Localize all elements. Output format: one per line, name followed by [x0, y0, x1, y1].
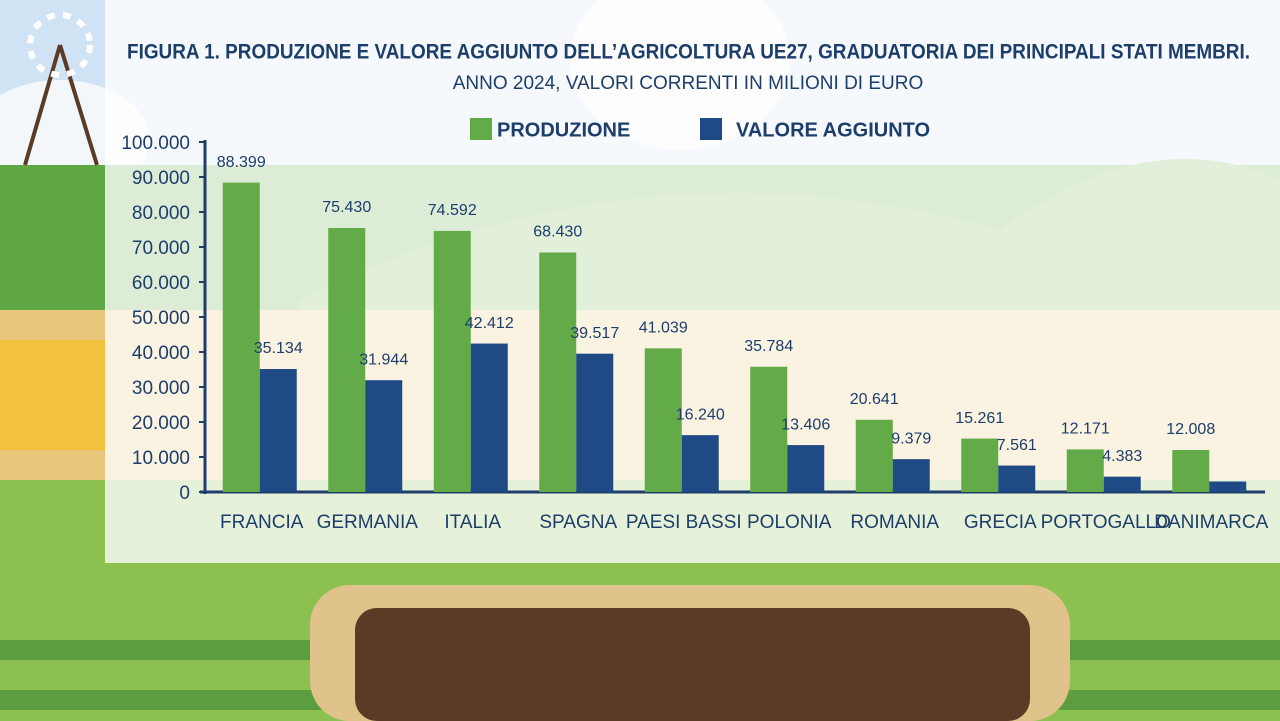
bar	[750, 366, 788, 492]
data-label: 42.412	[465, 315, 514, 332]
data-label: 35.134	[254, 340, 303, 357]
data-label: 35.784	[744, 338, 793, 355]
x-tick-label: ITALIA	[444, 512, 501, 533]
bar	[1172, 449, 1210, 492]
bar	[961, 438, 999, 492]
data-label: 12.171	[1061, 421, 1110, 438]
x-tick-label: GERMANIA	[317, 512, 419, 533]
y-tick-label: 80.000	[132, 203, 190, 224]
bar	[681, 435, 719, 492]
x-tick-label: ROMANIA	[850, 512, 939, 533]
y-tick-label: 20.000	[132, 413, 190, 434]
data-label: 15.261	[955, 410, 1004, 427]
data-label: 74.592	[428, 202, 477, 219]
data-label: 41.039	[639, 320, 688, 337]
y-tick-label: 10.000	[132, 448, 190, 469]
data-label: 75.430	[322, 199, 371, 216]
y-tick-label: 30.000	[132, 378, 190, 399]
data-label: 68.430	[533, 224, 582, 241]
bar	[539, 252, 577, 492]
data-label: 20.641	[850, 391, 899, 408]
bar	[787, 445, 825, 492]
bar	[259, 369, 297, 492]
bar	[222, 182, 260, 492]
x-tick-label: PAESI BASSI	[626, 512, 742, 533]
bar	[1066, 449, 1104, 492]
y-tick-label: 40.000	[132, 343, 190, 364]
data-label: 4.383	[1102, 448, 1142, 465]
bar	[998, 465, 1036, 492]
y-tick-label: 50.000	[132, 308, 190, 329]
bar	[433, 230, 471, 493]
bar	[470, 343, 508, 492]
x-tick-label: FRANCIA	[220, 512, 304, 533]
x-tick-label: POLONIA	[747, 512, 832, 533]
data-label: 16.240	[676, 406, 725, 423]
x-tick-label: DANIMARCA	[1154, 512, 1268, 533]
bar	[892, 459, 930, 492]
data-label: 39.517	[570, 325, 619, 342]
bar	[644, 348, 682, 492]
data-label: 31.944	[359, 351, 408, 368]
data-label: 9.379	[891, 430, 931, 447]
bar	[576, 353, 614, 492]
legend-swatch	[700, 118, 722, 140]
data-label: 7.561	[997, 437, 1037, 454]
bar	[1209, 481, 1247, 492]
bar	[328, 227, 366, 492]
chart-subtitle: ANNO 2024, VALORI CORRENTI IN MILIONI DI…	[453, 73, 924, 94]
x-tick-label: PORTOGALLO	[1041, 512, 1171, 533]
legend-label: VALORE AGGIUNTO	[736, 119, 930, 141]
y-tick-label: 60.000	[132, 273, 190, 294]
x-tick-label: GRECIA	[964, 512, 1037, 533]
data-label: 13.406	[781, 416, 830, 433]
legend-label: PRODUZIONE	[497, 119, 630, 141]
bar	[855, 419, 893, 492]
data-label: 88.399	[217, 154, 266, 171]
data-label: 12.008	[1166, 421, 1215, 438]
y-tick-label: 0	[179, 483, 190, 504]
y-tick-label: 100.000	[121, 133, 190, 154]
bar	[365, 380, 403, 492]
y-tick-label: 70.000	[132, 238, 190, 259]
chart-title: FIGURA 1. PRODUZIONE E VALORE AGGIUNTO D…	[127, 41, 1250, 64]
bar	[1103, 476, 1141, 492]
x-tick-label: SPAGNA	[539, 512, 617, 533]
legend-swatch	[470, 118, 492, 140]
y-tick-label: 90.000	[132, 168, 190, 189]
